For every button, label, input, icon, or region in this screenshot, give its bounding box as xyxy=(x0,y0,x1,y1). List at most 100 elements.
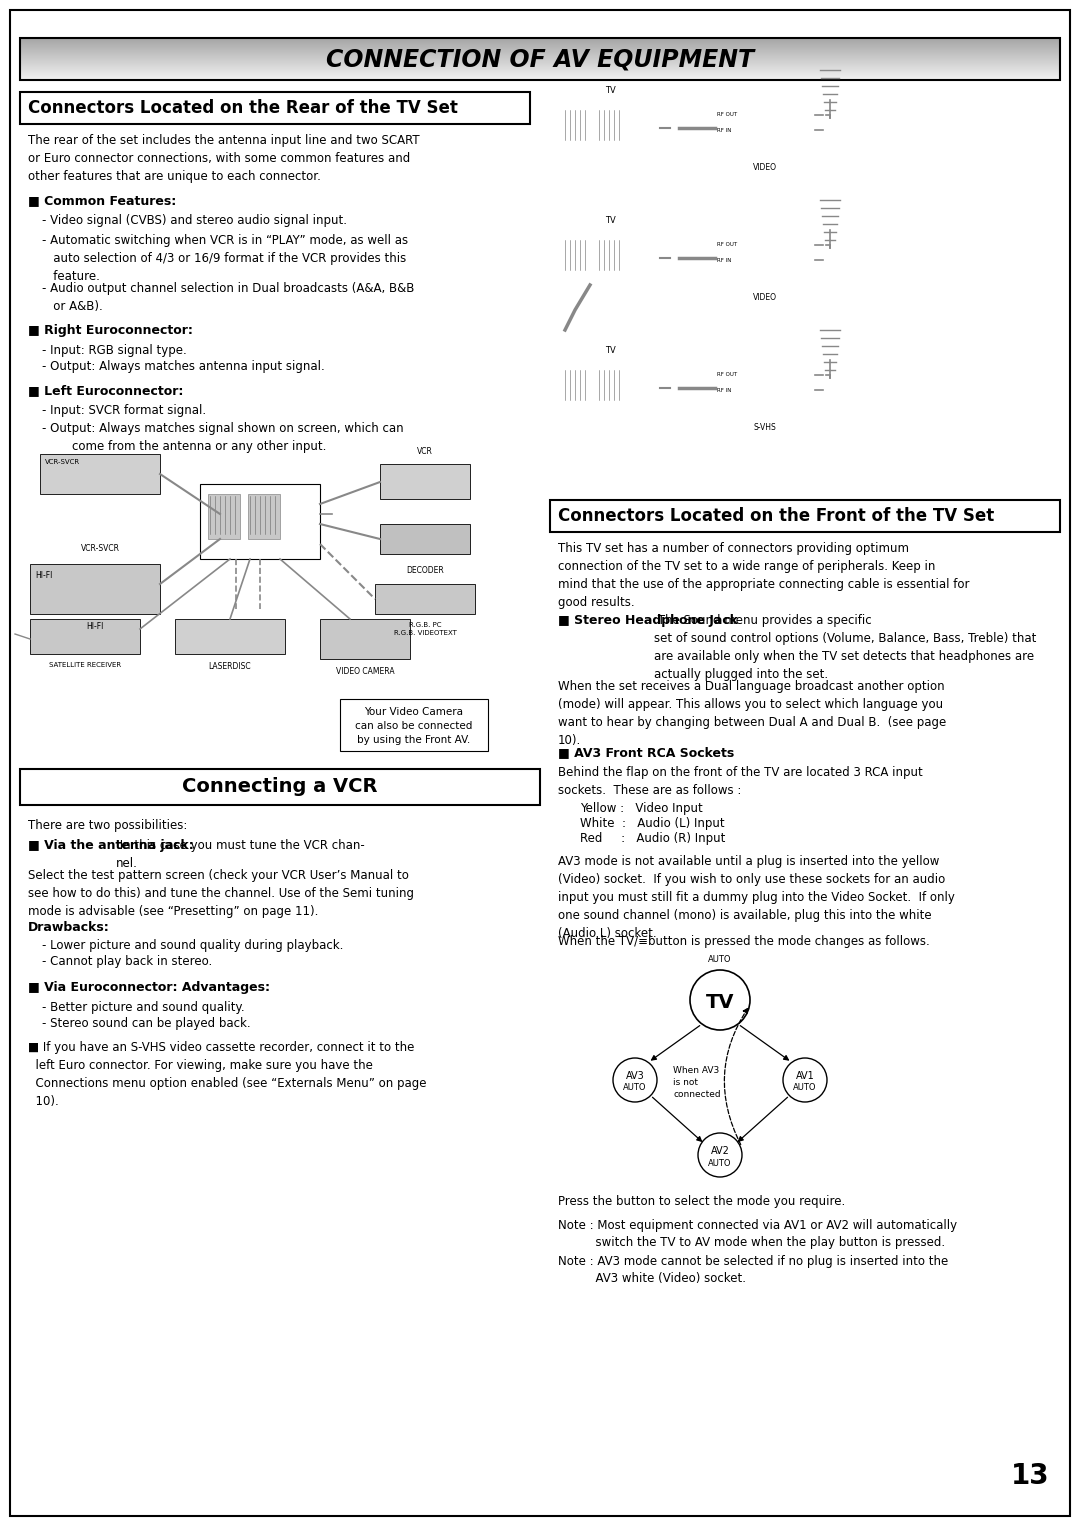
Text: TV: TV xyxy=(605,217,616,224)
Text: Press the button to select the mode you require.: Press the button to select the mode you … xyxy=(558,1195,846,1209)
Text: This TV set has a number of connectors providing optimum
connection of the TV se: This TV set has a number of connectors p… xyxy=(558,542,970,609)
Text: AUTO: AUTO xyxy=(708,1158,732,1167)
Bar xyxy=(380,464,470,499)
Text: Connectors Located on the Rear of the TV Set: Connectors Located on the Rear of the TV… xyxy=(28,99,458,118)
Text: White  :   Audio (L) Input: White : Audio (L) Input xyxy=(580,816,725,830)
Bar xyxy=(175,620,285,655)
Text: When the set receives a Dual language broadcast another option
(mode) will appea: When the set receives a Dual language br… xyxy=(558,681,946,748)
Bar xyxy=(597,108,625,143)
Text: AUTO: AUTO xyxy=(793,1083,816,1093)
Bar xyxy=(597,368,625,403)
Bar xyxy=(563,238,591,273)
Text: CONNECTION OF AV EQUIPMENT: CONNECTION OF AV EQUIPMENT xyxy=(326,47,754,72)
Bar xyxy=(715,360,815,415)
Text: Connecting a VCR: Connecting a VCR xyxy=(183,778,378,797)
Bar xyxy=(21,92,530,124)
Circle shape xyxy=(613,1058,657,1102)
Circle shape xyxy=(669,383,679,394)
Text: ■ Left Euroconnector:: ■ Left Euroconnector: xyxy=(28,385,184,397)
Bar xyxy=(340,699,488,751)
Bar xyxy=(375,584,475,613)
Text: ■ Via the antenna jack:: ■ Via the antenna jack: xyxy=(28,839,193,852)
Circle shape xyxy=(669,124,679,133)
Text: Your Video Camera
can also be connected
by using the Front AV.: Your Video Camera can also be connected … xyxy=(355,707,473,745)
Text: SATELLITE RECEIVER: SATELLITE RECEIVER xyxy=(49,662,121,668)
Circle shape xyxy=(822,256,831,264)
Bar xyxy=(40,455,160,494)
Bar xyxy=(21,769,540,806)
Text: RF OUT: RF OUT xyxy=(717,113,738,118)
Bar xyxy=(380,523,470,554)
Text: In this case you must tune the VCR chan-
nel.: In this case you must tune the VCR chan-… xyxy=(116,839,365,870)
Text: TV: TV xyxy=(705,992,734,1012)
Text: - Input: SVCR format signal.: - Input: SVCR format signal. xyxy=(42,404,206,417)
Text: 13: 13 xyxy=(1011,1462,1050,1489)
Text: The rear of the set includes the antenna input line and two SCART
or Euro connec: The rear of the set includes the antenna… xyxy=(28,134,420,183)
Circle shape xyxy=(690,971,750,1030)
Text: - Output: Always matches signal shown on screen, which can
        come from the: - Output: Always matches signal shown on… xyxy=(42,423,404,453)
Text: - Automatic switching when VCR is in “PLAY” mode, as well as
   auto selection o: - Automatic switching when VCR is in “PL… xyxy=(42,233,408,282)
Text: - Audio output channel selection in Dual broadcasts (A&A, B&B
   or A&B).: - Audio output channel selection in Dual… xyxy=(42,282,415,313)
Circle shape xyxy=(822,127,831,134)
Bar xyxy=(555,360,660,415)
Bar xyxy=(248,494,280,539)
Text: RF IN: RF IN xyxy=(717,388,731,392)
Bar xyxy=(30,565,160,613)
Circle shape xyxy=(822,386,831,394)
Text: RF IN: RF IN xyxy=(717,258,731,262)
Text: Drawbacks:: Drawbacks: xyxy=(28,922,110,934)
Text: HI-FI: HI-FI xyxy=(86,623,104,630)
Text: Yellow :   Video Input: Yellow : Video Input xyxy=(580,803,703,815)
Text: - Better picture and sound quality.: - Better picture and sound quality. xyxy=(42,1001,245,1013)
Text: AV3: AV3 xyxy=(625,1071,645,1080)
Text: AV3 mode is not available until a plug is inserted into the yellow
(Video) socke: AV3 mode is not available until a plug i… xyxy=(558,855,955,940)
Text: There are two possibilities:: There are two possibilities: xyxy=(28,819,187,832)
Text: HI-FI: HI-FI xyxy=(35,572,52,580)
Text: ■ Common Features:: ■ Common Features: xyxy=(28,194,176,208)
Text: - Stereo sound can be played back.: - Stereo sound can be played back. xyxy=(42,1016,251,1030)
Text: RF IN: RF IN xyxy=(717,128,731,133)
Text: ■ Right Euroconnector:: ■ Right Euroconnector: xyxy=(28,324,193,337)
Bar xyxy=(563,368,591,403)
Bar xyxy=(550,501,1059,533)
Text: DECODER: DECODER xyxy=(406,566,444,575)
Text: ■ AV3 Front RCA Sockets: ■ AV3 Front RCA Sockets xyxy=(558,746,734,758)
Bar xyxy=(208,494,240,539)
Text: Note : AV3 mode cannot be selected if no plug is inserted into the
          AV3: Note : AV3 mode cannot be selected if no… xyxy=(558,1254,948,1285)
Bar xyxy=(320,620,410,659)
Bar xyxy=(200,484,320,559)
Text: Behind the flap on the front of the TV are located 3 RCA input
sockets.  These a: Behind the flap on the front of the TV a… xyxy=(558,766,922,797)
Text: TV: TV xyxy=(605,85,616,95)
Text: Note : Most equipment connected via AV1 or AV2 will automatically
          swit: Note : Most equipment connected via AV1 … xyxy=(558,1219,957,1248)
Text: - Lower picture and sound quality during playback.: - Lower picture and sound quality during… xyxy=(42,938,343,952)
Text: VIDEO: VIDEO xyxy=(753,293,777,302)
Circle shape xyxy=(822,241,831,249)
Text: VCR-SVCR: VCR-SVCR xyxy=(45,459,80,465)
Text: ■ Stereo Headphone Jack: ■ Stereo Headphone Jack xyxy=(558,613,738,627)
Bar xyxy=(715,101,815,156)
Circle shape xyxy=(822,111,831,119)
Text: Red     :   Audio (R) Input: Red : Audio (R) Input xyxy=(580,832,726,845)
Text: - Cannot play back in stereo.: - Cannot play back in stereo. xyxy=(42,955,213,967)
Text: LASERDISC: LASERDISC xyxy=(208,662,252,671)
Bar xyxy=(21,38,1059,79)
Text: AUTO: AUTO xyxy=(623,1083,647,1093)
Bar xyxy=(597,238,625,273)
Text: VCR: VCR xyxy=(417,447,433,456)
Text: VIDEO CAMERA: VIDEO CAMERA xyxy=(336,667,394,676)
Text: RF OUT: RF OUT xyxy=(717,243,738,247)
Text: AUTO: AUTO xyxy=(708,955,732,964)
Text: Select the test pattern screen (check your VCR User’s Manual to
see how to do th: Select the test pattern screen (check yo… xyxy=(28,868,414,919)
Text: RF OUT: RF OUT xyxy=(717,372,738,377)
Text: TV: TV xyxy=(605,346,616,356)
Text: - Input: RGB signal type.: - Input: RGB signal type. xyxy=(42,343,187,357)
Text: Connectors Located on the Front of the TV Set: Connectors Located on the Front of the T… xyxy=(558,507,995,525)
Bar xyxy=(715,230,815,285)
Text: ■ If you have an S-VHS video cassette recorder, connect it to the
  left Euro co: ■ If you have an S-VHS video cassette re… xyxy=(28,1041,427,1108)
Bar xyxy=(555,101,660,156)
Circle shape xyxy=(822,371,831,378)
Text: AV1: AV1 xyxy=(796,1071,814,1080)
Text: When AV3
is not
connected: When AV3 is not connected xyxy=(673,1067,720,1099)
Text: VCR-SVCR: VCR-SVCR xyxy=(81,543,120,552)
Text: S-VHS: S-VHS xyxy=(754,423,777,432)
